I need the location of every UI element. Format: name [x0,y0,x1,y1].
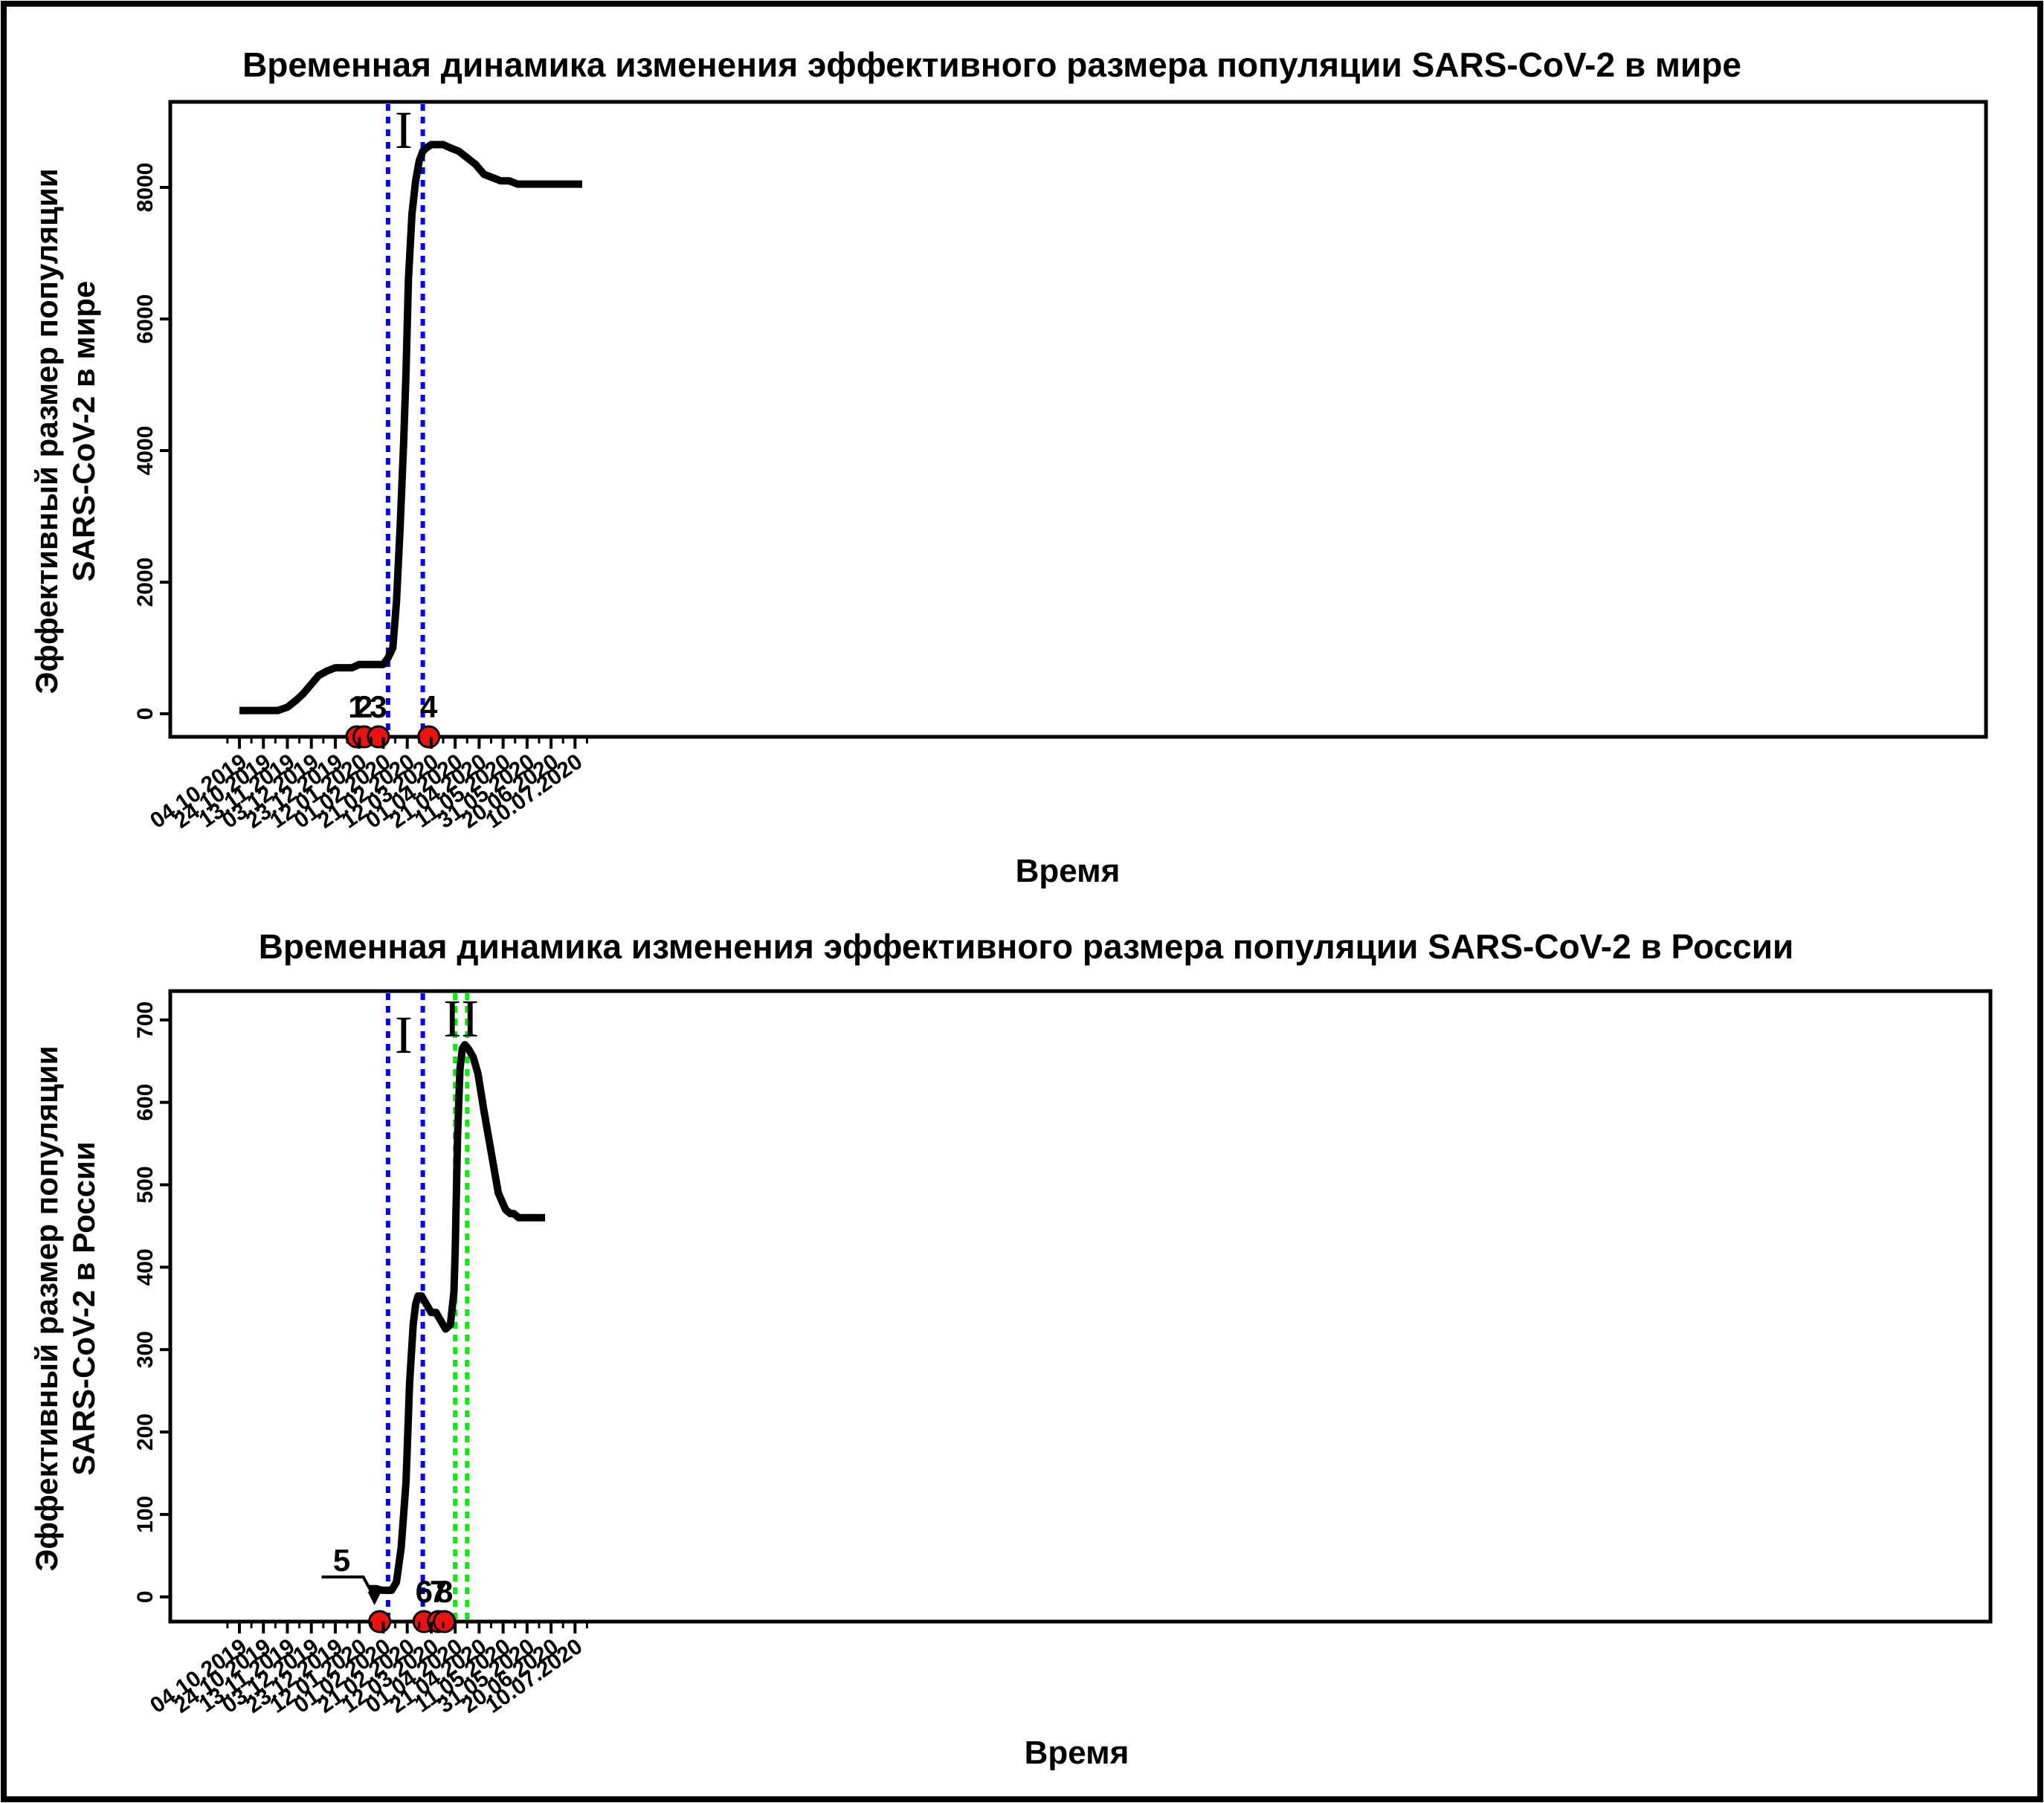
y-tick-label: 500 [133,1166,158,1203]
y-axis-label-line2: SARS-CoV-2 в мире [66,281,101,582]
event-callout-line [321,1575,374,1594]
chart-title: Временная динамика изменения эффективног… [259,927,1794,966]
y-tick-label: 400 [133,1248,158,1286]
event-label: 8 [436,1574,453,1609]
y-tick-label: 100 [133,1496,158,1533]
x-axis-label: Время [1025,1735,1129,1771]
y-tick-label: 6000 [133,294,158,344]
event-marker [368,1610,392,1633]
series-line [239,141,582,715]
event-label: 3 [370,689,387,724]
y-tick-label: 4000 [133,426,158,476]
event-label: 1 [348,689,365,724]
plot-area [168,100,1988,739]
y-tick-label: 200 [133,1413,158,1451]
y-tick-label: 0 [133,1590,158,1603]
event-label: 5 [333,1543,350,1578]
event-label: 6 [416,1574,433,1609]
period-label: II [443,989,479,1048]
period-label: I [395,100,413,160]
event-label: 7 [430,1574,447,1609]
y-axis-label-line1: Эффективный размер популяции [29,168,64,694]
y-tick-label: 2000 [133,558,158,607]
x-axis-label: Время [1016,853,1121,889]
event-callout-arrow [367,1592,381,1605]
event-marker [433,1610,457,1633]
y-tick-label: 8000 [133,163,158,213]
y-axis-label-line2: SARS-CoV-2 в России [66,1141,101,1475]
y-tick-label: 700 [133,1002,158,1039]
event-marker [417,725,441,749]
event-label: 2 [355,689,373,724]
y-axis-label-line1: Эффективный размер популяции [29,1045,64,1571]
y-tick-label: 600 [133,1084,158,1121]
plot-area [168,989,1993,1624]
event-label: 4 [420,689,438,724]
chart-title: Временная динамика изменения эффективног… [242,45,1741,84]
y-tick-label: 300 [133,1331,158,1368]
series-line [369,1041,546,1594]
y-tick-label: 0 [133,708,158,720]
period-label: I [395,1005,413,1065]
